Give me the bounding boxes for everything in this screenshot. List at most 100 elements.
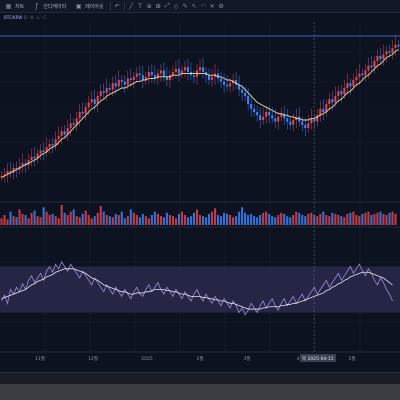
volume-bar [186,217,190,225]
candle-body [331,99,334,103]
shape-icon[interactable]: ◇ [173,2,179,10]
volume-bar [123,218,126,225]
candle-body [207,75,211,80]
grid-icon[interactable]: ⊞ [155,2,161,10]
candle-body [394,44,397,48]
candle-body [328,99,331,104]
candle-body [268,112,271,116]
toolbar-item-indicator[interactable]: ƒ 인디케이터 [28,3,70,10]
time-axis-label: 5월 [348,355,355,362]
candle-body [168,75,171,80]
volume-bar [283,213,286,225]
volume-bar [96,212,99,225]
trash-icon[interactable]: ✕ [209,2,215,10]
candle-body [229,83,232,87]
candle-body [247,96,250,104]
volume-bar [198,215,202,225]
volume-bar [253,216,256,225]
candle-body [370,65,373,68]
candle-body [283,113,286,119]
candle-body [355,76,358,80]
candle-body [201,67,205,72]
candle-body [286,118,289,122]
text-tool-icon[interactable]: T [138,2,142,10]
candle-body [256,112,259,116]
volume-series [0,205,397,225]
volume-bar [39,217,42,225]
indicator-icon: ƒ [35,2,38,10]
candle-body [298,116,301,122]
volume-bar [307,213,310,225]
candle-body [391,48,394,53]
settings-icon[interactable]: ⚙ [218,2,224,10]
volume-bar [75,216,78,225]
candle-body [274,118,277,122]
volume-bar [268,213,271,225]
candle-body [3,174,6,176]
candle-body [84,107,87,114]
candle-body [36,153,39,159]
volume-bar [30,212,33,225]
candle-body [340,91,343,95]
candle-body [27,160,30,165]
volume-bar [159,216,162,225]
volume-bar [229,215,232,225]
candle-body [364,70,367,76]
volume-bar [132,212,135,225]
volume-bar [45,211,48,225]
candle-body [39,150,42,154]
candle-body [51,144,54,146]
candle-body [235,80,238,85]
candle-body [367,65,370,71]
candle-body [132,76,135,80]
volume-bar [60,205,63,225]
measure-icon[interactable]: ⤢ [164,2,170,9]
candle-body [66,128,69,135]
chart-canvas[interactable]: 11월12월20252월3월4월5월 목 2025-04-15 [0,22,400,372]
volume-bar [135,215,138,225]
candle-body [120,80,123,82]
toolbar-item-label: 차트 [15,3,25,10]
candle-body [42,150,45,152]
candle-body [108,88,111,90]
candle-body [129,78,132,80]
volume-bar [102,211,105,225]
time-axis-label: 2월 [196,355,203,362]
volume-bar [63,212,66,225]
toolbar-item-chart[interactable]: ▦ 차트 [0,3,28,10]
volume-bar [81,213,84,225]
volume-bar [162,217,165,225]
candle-body [223,81,226,85]
line-tool-icon[interactable]: ╱ [129,2,133,10]
magnet-icon[interactable]: ◠ [200,2,206,10]
volume-bar [90,218,93,225]
undo-icon[interactable]: ↶ [114,2,120,10]
volume-bar [24,215,27,225]
time-axis-label: 12월 [88,355,98,362]
cursor-icon[interactable]: ↖ [191,2,197,10]
bottom-scrollbar[interactable] [0,372,400,385]
toolbar-item-layout[interactable]: ▣ 레이아웃 [70,3,107,10]
candle-body [198,67,202,71]
time-axis-label: 3월 [243,355,250,362]
volume-bar [244,212,247,225]
candle-body [177,68,180,74]
brush-icon[interactable]: ✎ [182,2,188,10]
volume-bar [286,216,289,225]
candle-body [93,99,96,104]
volume-bar [165,212,168,225]
volume-bar [210,211,214,225]
volume-bar [304,216,307,225]
crosshair-icon[interactable]: ⊕ [146,2,152,10]
volume-bar [361,213,364,225]
rsi-signal-line [1,268,393,310]
volume-bar [147,218,150,225]
candle-body [78,112,81,119]
candle-body [241,89,244,93]
volume-bar [189,216,193,225]
volume-bar [256,217,259,225]
toolbar-item-label: 레이아웃 [85,3,104,10]
volume-bar [84,210,87,225]
candle-body [192,75,196,77]
volume-bar [274,217,277,225]
